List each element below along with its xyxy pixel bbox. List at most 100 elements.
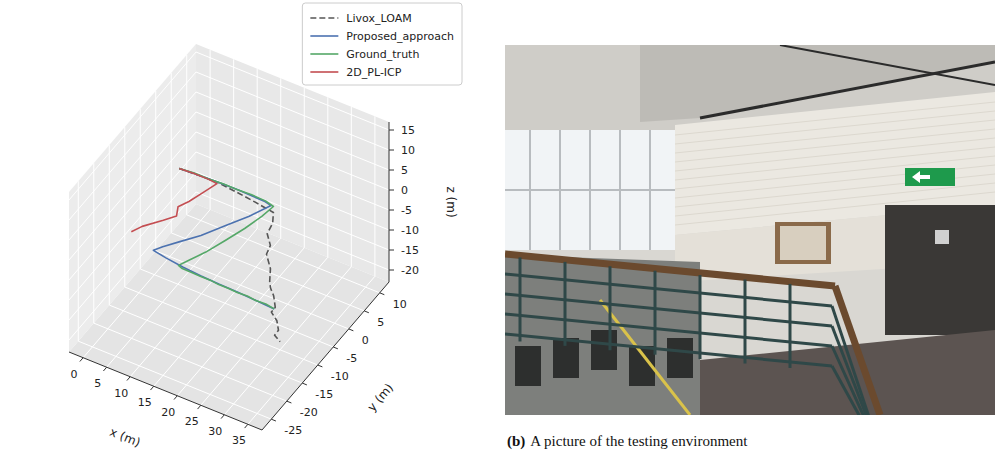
- tick-labels: 05101520253035-25-20-15-10-50510-20-15-1…: [71, 124, 419, 447]
- grid-line: [155, 91, 156, 251]
- x-tick: [127, 377, 130, 381]
- x-tick: [80, 358, 83, 362]
- series-line: [179, 168, 275, 308]
- grid-line: [196, 92, 389, 170]
- grid-line: [130, 229, 257, 377]
- brick-course: [675, 129, 995, 162]
- y-tick: [302, 383, 307, 385]
- y-tick-label: 5: [377, 316, 384, 329]
- brick-course: [675, 111, 995, 144]
- grid-line: [83, 210, 210, 358]
- legend-label: 2D_PL-ICP: [346, 66, 401, 79]
- y-tick: [271, 419, 276, 421]
- z-tick: [389, 270, 394, 271]
- machine: [515, 346, 541, 386]
- railing-post: [699, 275, 702, 359]
- railing-bar: [505, 314, 832, 346]
- grid-line: [196, 192, 389, 270]
- legend-label: Ground_truth: [346, 48, 419, 61]
- railing-post: [609, 266, 612, 350]
- x-tick-label: 10: [114, 387, 128, 400]
- legend: Livox_LOAM Proposed_approach Ground_truth 2…: [302, 3, 462, 85]
- y-tick: [333, 347, 338, 349]
- railing-post: [519, 257, 522, 341]
- brick-course: [675, 102, 995, 135]
- z-tick: [389, 210, 394, 211]
- grid-line: [374, 116, 375, 276]
- grid-line: [125, 287, 318, 365]
- photo: (b)A picture of the testing environment: [505, 45, 995, 450]
- grid-line: [107, 219, 234, 367]
- legend-swatch: [310, 71, 338, 73]
- y-tick-label: -10: [331, 370, 349, 383]
- grid-line: [69, 152, 196, 300]
- grid-line: [351, 107, 352, 267]
- grid-line: [196, 112, 389, 190]
- grid-line: [304, 88, 305, 248]
- axes: [69, 122, 394, 430]
- y-tick-label: -15: [315, 388, 333, 401]
- grid-line: [109, 145, 110, 305]
- grid-line: [196, 152, 389, 230]
- x-tick: [245, 424, 248, 428]
- legend-box: [302, 3, 462, 85]
- y-tick: [318, 365, 323, 367]
- window-mullion: [505, 189, 675, 191]
- grid-line: [78, 181, 79, 341]
- grid-line: [124, 127, 125, 287]
- grid-line: [210, 50, 211, 210]
- ceiling-rail: [780, 45, 995, 85]
- y-tick: [287, 401, 292, 403]
- z-tick: [389, 170, 394, 171]
- y-tick-label: -25: [284, 424, 302, 437]
- legend-swatch: [310, 17, 338, 19]
- brick-course: [675, 138, 995, 171]
- series-line: [179, 168, 280, 341]
- x-tick: [198, 405, 201, 409]
- legend-label: Livox_LOAM: [346, 12, 411, 25]
- x-tick-label: 15: [138, 396, 152, 409]
- grid-line: [201, 257, 328, 405]
- y-axis-title: y (m): [365, 381, 396, 414]
- grid-line: [69, 72, 196, 220]
- x-axis-title: x (m): [108, 425, 143, 450]
- brick-course: [675, 156, 995, 189]
- notice-paper: [780, 226, 826, 260]
- notice-board: [775, 222, 831, 264]
- railing-bar: [505, 274, 832, 306]
- z-tick-label: 0: [401, 184, 408, 197]
- machine: [667, 338, 693, 378]
- z-tick: [389, 230, 394, 231]
- z-axis-title: z (m): [444, 186, 458, 217]
- railing-post: [654, 271, 657, 355]
- series-line: [153, 168, 274, 308]
- brick-course: [675, 120, 995, 153]
- x-axis-line: [69, 352, 262, 430]
- grid-line: [224, 267, 351, 415]
- z-tick-label: -5: [401, 204, 412, 217]
- y-tick-label: 10: [393, 298, 407, 311]
- y-tick-label: -5: [346, 352, 357, 365]
- exit-arrow: [912, 171, 930, 183]
- grid-line: [140, 109, 141, 269]
- z-tick-label: -20: [401, 264, 419, 277]
- legend-swatch: [310, 35, 338, 37]
- grid-line: [93, 163, 94, 323]
- legend-label: Proposed_approach: [346, 30, 454, 43]
- photo-background: [505, 45, 995, 415]
- z-tick: [389, 250, 394, 251]
- railing-bar: [505, 294, 832, 326]
- y-tick: [380, 293, 385, 295]
- grid-line: [69, 92, 196, 240]
- z-tick: [389, 130, 394, 131]
- chart-3d: 05101520253035-25-20-15-10-50510-20-15-1…: [69, 3, 462, 450]
- grid-line: [280, 78, 281, 238]
- grid-line: [171, 233, 364, 311]
- z-axis-line: [389, 122, 390, 282]
- lower-floor: [505, 255, 700, 415]
- x-tick: [221, 415, 224, 419]
- grid-line: [109, 305, 302, 383]
- caption-text: A picture of the testing environment: [530, 433, 748, 449]
- z-tick-label: -10: [401, 224, 419, 237]
- railing-post: [744, 280, 747, 364]
